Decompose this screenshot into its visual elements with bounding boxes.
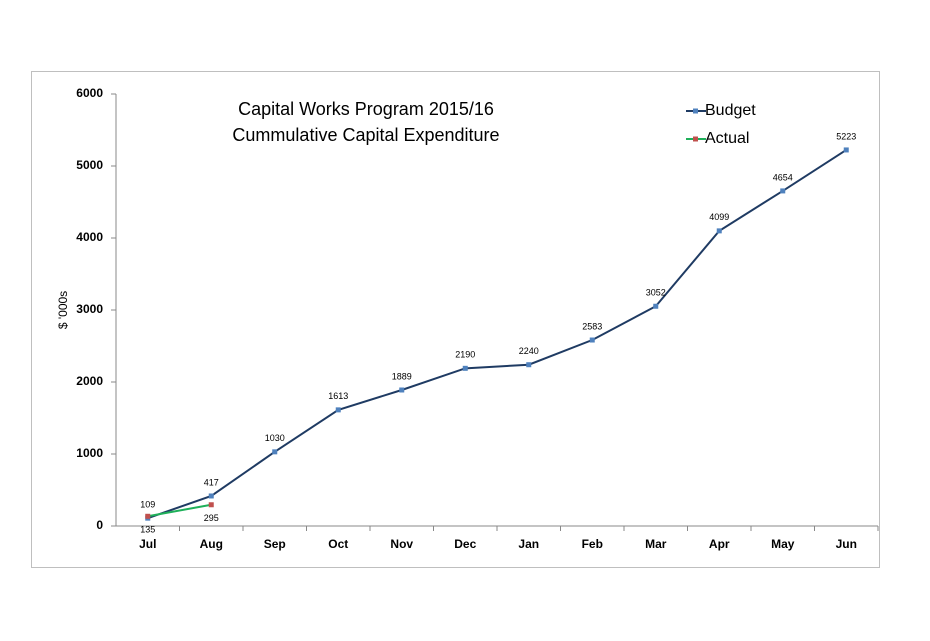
x-tick-label: Oct xyxy=(328,537,348,551)
legend-label: Budget xyxy=(705,102,756,119)
data-label: 4099 xyxy=(709,212,729,222)
legend-label: Actual xyxy=(705,130,749,147)
y-tick-label: 2000 xyxy=(76,374,103,388)
x-tick-label: Apr xyxy=(709,537,730,551)
y-tick-label: 0 xyxy=(96,518,103,532)
x-tick-label: Mar xyxy=(645,537,667,551)
x-tick-label: Jun xyxy=(836,537,857,551)
point-marker xyxy=(589,337,595,343)
legend-marker xyxy=(693,108,698,114)
point-marker xyxy=(780,188,786,194)
data-label: 1613 xyxy=(328,391,348,401)
point-marker xyxy=(526,362,532,368)
point-marker xyxy=(462,365,468,371)
x-tick-label: Dec xyxy=(454,537,476,551)
point-marker xyxy=(145,513,151,519)
point-marker xyxy=(716,228,722,234)
x-tick-label: Aug xyxy=(200,537,223,551)
point-marker xyxy=(399,387,405,393)
y-tick-label: 1000 xyxy=(76,446,103,460)
data-label: 2190 xyxy=(455,350,475,360)
series-line xyxy=(147,503,212,518)
data-label: 1889 xyxy=(392,371,412,381)
data-label: 2583 xyxy=(582,321,602,331)
chart-subtitle: Cummulative Capital Expenditure xyxy=(232,125,499,145)
point-marker xyxy=(335,407,341,413)
y-tick-label: 4000 xyxy=(76,230,103,244)
legend-marker xyxy=(693,136,698,142)
point-marker xyxy=(208,502,214,508)
data-label: 2240 xyxy=(519,346,539,356)
y-axis-label: $ '000s xyxy=(56,291,70,329)
x-tick-label: Sep xyxy=(264,537,286,551)
point-marker xyxy=(208,493,214,499)
chart-title: Capital Works Program 2015/16 xyxy=(238,99,494,119)
data-label: 4654 xyxy=(773,172,793,182)
data-label: 109 xyxy=(140,500,155,510)
data-label: 295 xyxy=(204,513,219,523)
x-tick-label: May xyxy=(771,537,795,551)
data-label: 1030 xyxy=(265,433,285,443)
point-marker xyxy=(272,449,278,455)
x-tick-label: Feb xyxy=(582,537,603,551)
x-tick-label: Nov xyxy=(390,537,413,551)
x-tick-label: Jan xyxy=(518,537,539,551)
data-label: 135 xyxy=(140,525,155,535)
y-tick-label: 5000 xyxy=(76,158,103,172)
point-marker xyxy=(653,303,659,309)
point-marker xyxy=(843,147,849,153)
y-tick-label: 3000 xyxy=(76,302,103,316)
data-label: 5223 xyxy=(836,131,856,141)
chart-frame xyxy=(31,71,880,568)
data-label: 3052 xyxy=(646,288,666,298)
x-tick-label: Jul xyxy=(139,537,156,551)
y-tick-label: 6000 xyxy=(76,86,103,100)
series-line xyxy=(147,149,847,520)
data-label: 417 xyxy=(204,477,219,487)
